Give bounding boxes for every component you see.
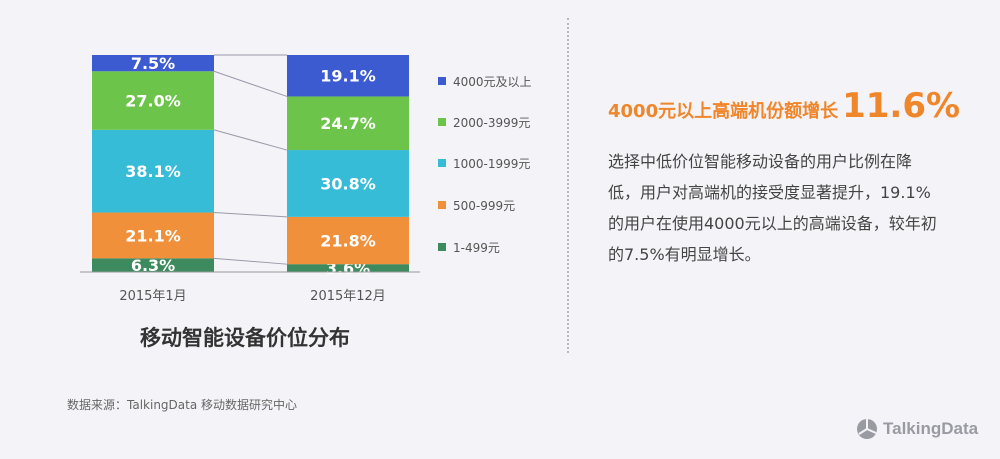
legend-swatch (438, 118, 446, 126)
legend-label: 1-499元 (453, 241, 500, 255)
data-label: 7.5% (131, 54, 175, 73)
bar-segment (92, 212, 214, 259)
talkingdata-logo: TalkingData (856, 418, 978, 440)
bar-segment (92, 71, 214, 130)
insight-body: 选择中低价位智能移动设备的用户比例在降低，用户对高端机的接受度显著提升，19.1… (608, 152, 937, 264)
headline-text: 4000元以上高端机份额增长 (608, 101, 839, 122)
logo-text: TalkingData (883, 419, 979, 438)
legend-label: 1000-1999元 (453, 157, 530, 171)
bar-segment (92, 258, 214, 272)
legend-swatch (438, 201, 446, 209)
legend-label: 4000元及以上 (453, 75, 532, 89)
legend-label: 2000-3999元 (453, 116, 530, 130)
stacked-bar-chart: 6.3%21.1%38.1%27.0%7.5%2015年1月3.6%21.8%3… (80, 54, 532, 304)
category-label: 2015年1月 (119, 289, 186, 304)
category-label: 2015年12月 (310, 289, 386, 304)
logo-icon (857, 419, 877, 439)
chart-title: 移动智能设备价位分布 (140, 326, 350, 350)
legend-swatch (438, 159, 446, 167)
headline: 4000元以上高端机份额增长 11.6% (608, 86, 960, 126)
bar-segment (287, 96, 409, 151)
connector-line (213, 129, 288, 151)
legend-swatch (438, 77, 446, 85)
headline-value: 11.6% (842, 86, 961, 126)
connector-line (213, 257, 288, 265)
bar-segment (287, 216, 409, 265)
bar-segment (92, 129, 214, 213)
bar-segment (92, 55, 214, 72)
data-label: 19.1% (320, 67, 376, 86)
data-label: 24.7% (320, 114, 376, 133)
connector-line (213, 212, 288, 218)
legend-label: 500-999元 (453, 199, 515, 213)
source-note: 数据来源：TalkingData 移动数据研究中心 (67, 398, 298, 412)
data-label: 21.1% (125, 226, 181, 245)
data-label: 6.3% (131, 256, 175, 275)
bar-segment (287, 150, 409, 217)
bar-segment (287, 55, 409, 97)
connector-line (213, 70, 288, 97)
bar-segment (287, 264, 409, 272)
divider (567, 18, 569, 353)
data-label: 38.1% (125, 162, 181, 181)
legend-swatch (438, 243, 446, 251)
data-label: 21.8% (320, 232, 376, 251)
data-label: 27.0% (125, 92, 181, 111)
data-label: 30.8% (320, 174, 376, 193)
